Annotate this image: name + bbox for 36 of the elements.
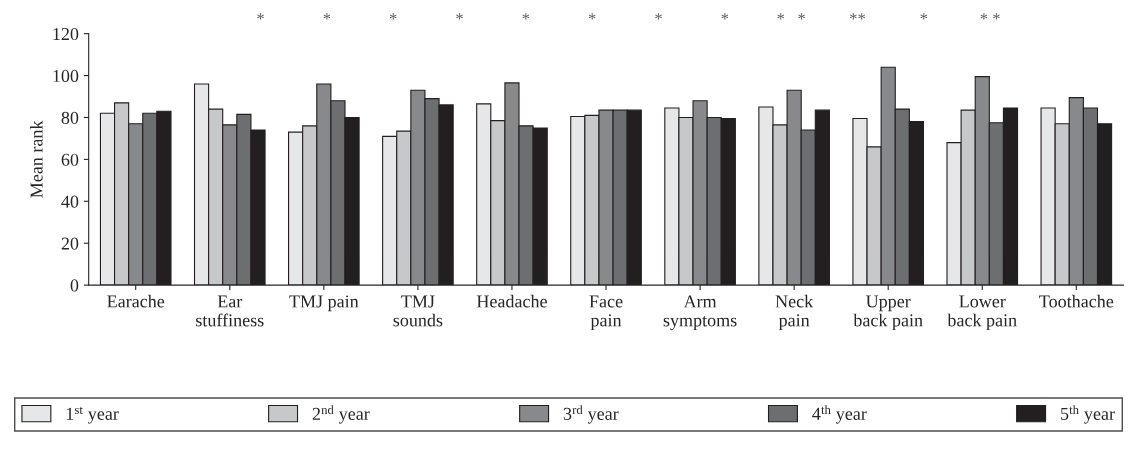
text: * — [456, 13, 463, 20]
text: * — [257, 13, 264, 20]
text: * — [389, 13, 397, 20]
y-axis-title: Mean rank — [29, 120, 43, 198]
text: * — [522, 13, 530, 20]
x-tick-label: Headache — [476, 294, 547, 308]
x-tick-label: Upper back pain — [853, 295, 923, 331]
y-tick-label: 100 — [53, 69, 79, 83]
x-tick-label: Neck pain — [775, 294, 814, 331]
x-tick-label: TMJ pain — [289, 295, 359, 312]
y-tick-label: 120 — [53, 27, 79, 41]
x-tick-label: Face pain — [589, 295, 623, 331]
text: * — [655, 13, 662, 20]
legend-label: 5$^{th}$ year — [1061, 405, 1115, 424]
text: * — [323, 13, 331, 20]
y-tick-label: 20 — [61, 237, 79, 250]
text: * — [920, 13, 928, 20]
x-tick-label: Arm symptoms — [663, 295, 737, 331]
text: * — [721, 13, 729, 20]
x-tick-label: Earache — [107, 294, 165, 308]
x-tick-label: TMJ sounds — [393, 295, 443, 327]
x-tick-label: Lower back pain — [947, 295, 1017, 331]
text: * — [588, 13, 596, 20]
legend-label: 1$^{st}$ year — [66, 406, 119, 424]
x-tick-label: Toothache — [1039, 294, 1114, 308]
legend-label: 3$^{rd}$ year — [563, 405, 619, 424]
legend-label: 2$^{nd}$ year — [312, 405, 370, 424]
text: ** — [849, 13, 866, 20]
y-tick-label: 60 — [61, 153, 79, 166]
y-tick-label: 40 — [61, 195, 79, 208]
text: * * — [777, 13, 805, 20]
x-tick-label: Ear stuffiness — [196, 295, 264, 327]
y-tick-label: 80 — [61, 111, 79, 124]
text: * * — [980, 13, 1000, 20]
y-tick-label: 0 — [70, 279, 79, 292]
legend-label: 4$^{th}$ year — [812, 405, 867, 424]
